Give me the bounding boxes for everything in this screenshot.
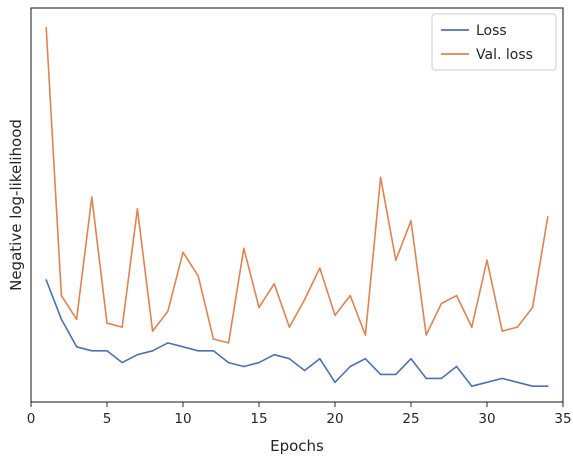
data-point-loss [91,350,93,352]
data-point-val-loss [303,298,306,301]
x-tick-label: 35 [554,411,571,427]
data-point-val-loss [334,314,336,317]
data-point-loss [379,373,382,376]
data-point-val-loss [197,275,199,277]
data-point-val-loss [258,306,260,309]
data-point-loss [531,385,534,388]
data-point-loss [151,350,154,352]
data-point-loss [227,361,230,364]
legend-label: Loss [476,23,507,39]
data-point-loss [106,350,108,352]
data-point-loss [319,357,321,360]
data-point-val-loss [288,326,291,328]
legend-box [431,13,557,71]
plot-frame [30,7,564,403]
x-tick-label: 20 [326,411,343,427]
data-point-val-loss [243,247,245,250]
x-tick-label: 30 [478,411,495,427]
data-point-loss [547,385,549,388]
data-point-val-loss [379,176,382,179]
data-point-val-loss [455,294,458,297]
data-point-loss [75,346,78,348]
x-tick-label: 0 [27,411,36,427]
data-point-loss [288,357,291,360]
data-point-val-loss [151,330,154,332]
data-point-loss [167,342,169,344]
legend: Loss Val. loss [431,13,557,71]
data-point-val-loss [516,326,519,328]
series-line-loss [45,279,548,388]
data-point-loss [395,373,397,376]
data-point-loss [425,377,428,380]
data-point-loss [334,381,336,384]
x-tick-label: 15 [250,411,267,427]
legend-label: Val. loss [476,47,533,63]
data-point-loss [364,357,367,360]
data-point-loss [273,353,276,356]
data-point-loss [136,353,139,356]
x-tick-label: 10 [174,411,191,427]
series-line-val-loss [45,27,549,344]
data-point-loss [471,385,473,388]
data-point-val-loss [75,318,78,321]
x-tick-label: 5 [103,411,112,427]
data-point-loss [455,365,458,368]
data-point-val-loss [182,251,184,254]
y-axis-label: Negative log-likelihood [7,119,25,291]
data-point-val-loss [319,267,321,269]
data-point-val-loss [45,26,47,29]
data-point-loss [516,381,519,384]
data-point-val-loss [547,216,549,218]
data-point-loss [182,346,184,348]
data-point-loss [197,350,199,352]
data-point-loss [212,350,215,352]
data-point-val-loss [121,326,123,328]
data-point-loss [45,279,47,281]
data-point-val-loss [106,322,108,325]
data-point-val-loss [136,208,139,210]
data-point-loss [410,357,412,360]
data-point-val-loss [410,220,412,222]
data-point-val-loss [227,342,230,344]
data-point-loss [60,318,63,321]
data-point-val-loss [425,334,428,336]
data-point-loss [121,361,123,364]
plot-lines [45,26,549,388]
data-point-val-loss [471,326,473,328]
data-point-loss [486,381,488,384]
data-point-loss [349,365,352,368]
x-axis-ticks: 0 5 10 15 20 25 30 35 [27,402,572,427]
x-axis-label: Epochs [270,437,324,455]
data-point-val-loss [273,283,276,285]
data-point-val-loss [486,259,488,262]
data-point-val-loss [440,302,443,305]
data-point-val-loss [531,306,534,309]
data-point-loss [258,361,260,364]
data-point-loss [243,365,245,368]
data-point-val-loss [60,294,63,297]
data-point-loss [440,377,443,380]
data-point-val-loss [91,196,93,198]
data-point-val-loss [395,259,397,262]
data-point-val-loss [167,310,169,313]
data-point-loss [303,369,306,372]
data-point-loss [501,377,504,380]
data-point-val-loss [364,334,367,336]
data-point-val-loss [501,330,504,332]
data-point-val-loss [349,294,352,297]
data-point-val-loss [212,338,215,340]
x-tick-label: 25 [402,411,419,427]
